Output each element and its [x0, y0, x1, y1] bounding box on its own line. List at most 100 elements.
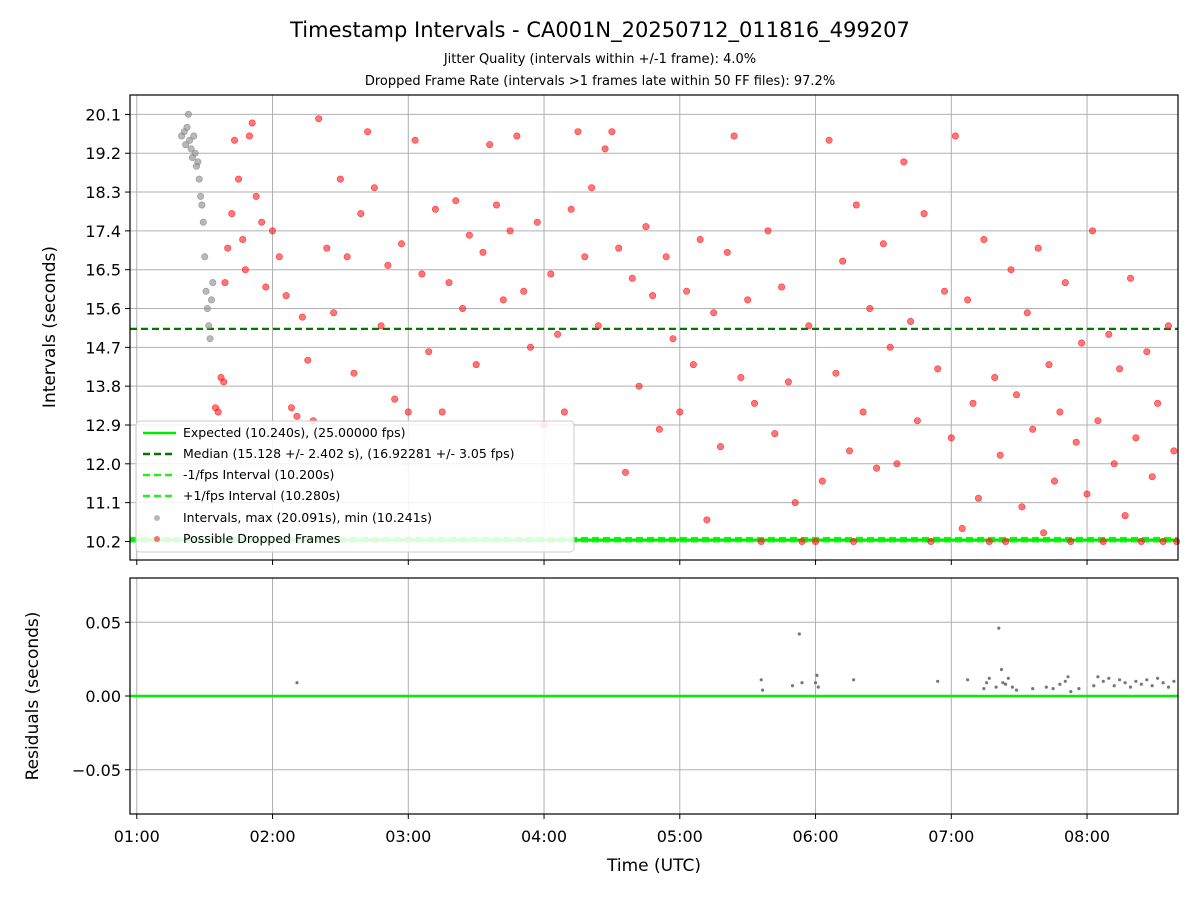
residual-point	[994, 685, 998, 689]
residuals-y-axis-label: Residuals (seconds)	[23, 612, 43, 781]
dropped-frame-point	[703, 516, 711, 524]
legend-expected-label: Expected (10.240s), (25.00000 fps)	[183, 425, 405, 440]
dropped-frame-point	[778, 283, 786, 291]
dropped-frame-point	[397, 240, 405, 248]
dropped-frame-point	[642, 223, 650, 231]
dropped-frame-point	[370, 184, 378, 192]
residuals-y-tick-label: 0.00	[85, 687, 121, 706]
dropped-frame-point	[275, 253, 283, 261]
intervals-plot-frame	[129, 94, 1179, 561]
residual-point	[987, 676, 991, 680]
dropped-frame-point	[1018, 503, 1026, 511]
residual-point	[1010, 685, 1015, 689]
dropped-frame-point	[662, 253, 670, 261]
intervals-y-tick-label: 13.8	[85, 377, 121, 396]
dropped-frame-point	[1099, 537, 1107, 545]
residual-point	[797, 632, 801, 636]
dropped-frame-point	[323, 244, 331, 252]
residual-point	[761, 688, 765, 692]
dropped-frame-point	[231, 136, 239, 144]
dropped-frame-point	[996, 451, 1004, 459]
legend-intervals-label: Intervals, max (20.091s), min (10.241s)	[183, 510, 432, 525]
dropped-frame-point	[336, 175, 344, 183]
dropped-frame-point	[859, 408, 867, 416]
intervals-y-axis-label: Intervals (seconds)	[40, 246, 60, 408]
dropped-frame-point	[574, 128, 582, 136]
dropped-frame-point	[635, 382, 643, 390]
dropped-frame-point	[852, 201, 860, 209]
dropped-frame-point	[730, 132, 738, 140]
dropped-frame-point	[1094, 417, 1102, 425]
dropped-frame-point	[228, 210, 236, 218]
residual-point	[1128, 685, 1133, 689]
dropped-frame-point	[1173, 537, 1181, 545]
dropped-frame-point	[268, 227, 276, 235]
residual-point	[1014, 688, 1019, 692]
dropped-frame-point	[1002, 537, 1010, 545]
dropped-frame-point	[845, 447, 853, 455]
residual-point	[1134, 679, 1138, 683]
dropped-frame-point	[1154, 399, 1162, 407]
x-tick-label: 03:00	[385, 827, 431, 846]
residual-point	[1172, 679, 1176, 683]
dropped-frame-point	[744, 296, 752, 304]
interval-point	[198, 201, 206, 209]
x-tick-label: 08:00	[1064, 827, 1110, 846]
dropped-frame-point	[246, 132, 254, 140]
dropped-frame-point	[224, 244, 232, 252]
residual-point	[1066, 675, 1070, 679]
dropped-frame-point	[1089, 227, 1097, 235]
dropped-frame-point	[486, 141, 494, 149]
dropped-frame-point	[893, 460, 901, 468]
dropped-frame-point	[513, 132, 521, 140]
dropped-frame-point	[608, 128, 616, 136]
dropped-frame-point	[252, 192, 260, 200]
dropped-frame-point	[716, 443, 724, 451]
dropped-frame-point	[581, 253, 589, 261]
dropped-frame-point	[947, 434, 955, 442]
dropped-frame-point	[991, 373, 999, 381]
legend-median-label: Median (15.128 +/- 2.402 s), (16.92281 +…	[183, 446, 514, 461]
residual-point	[1101, 679, 1105, 683]
residual-point	[997, 626, 1001, 630]
dropped-frame-point	[1078, 339, 1086, 347]
residual-point	[1161, 681, 1165, 685]
interval-point	[187, 145, 195, 153]
interval-point	[183, 123, 191, 131]
dropped-frame-point	[1121, 512, 1129, 520]
dropped-frame-point	[811, 537, 819, 545]
intervals-y-tick-label: 12.0	[85, 455, 121, 474]
x-tick-label: 02:00	[249, 827, 295, 846]
dropped-frame-point	[1056, 408, 1064, 416]
dropped-frame-point	[649, 292, 657, 300]
dropped-frame-point	[764, 227, 772, 235]
dropped-frame-point	[554, 330, 562, 338]
dropped-frame-point	[1148, 473, 1156, 481]
dropped-frame-point	[431, 205, 439, 213]
residual-point	[999, 667, 1004, 672]
interval-point	[184, 110, 192, 118]
residual-point	[852, 678, 856, 682]
dropped-frame-point	[364, 128, 372, 136]
interval-point	[205, 322, 213, 330]
dropped-frame-point	[839, 257, 847, 265]
dropped-frame-point	[1132, 434, 1140, 442]
dropped-frame-point	[350, 369, 358, 377]
residual-point	[759, 678, 763, 682]
dropped-frame-point	[293, 412, 301, 420]
residual-point	[1139, 682, 1143, 686]
residual-point	[1112, 684, 1116, 688]
dropped-frame-point	[1029, 425, 1037, 433]
dropped-frame-point	[594, 322, 602, 330]
dropped-frame-point	[784, 378, 792, 386]
dropped-frame-point	[969, 399, 977, 407]
dropped-frame-point	[886, 343, 894, 351]
residual-point	[1004, 682, 1008, 686]
interval-point	[202, 287, 210, 295]
legend-dropped-label: Possible Dropped Frames	[183, 531, 340, 546]
dropped-frame-point	[438, 408, 446, 416]
intervals-y-tick-label: 20.1	[85, 105, 121, 124]
interval-point	[186, 136, 194, 144]
dropped-frame-point	[506, 227, 514, 235]
